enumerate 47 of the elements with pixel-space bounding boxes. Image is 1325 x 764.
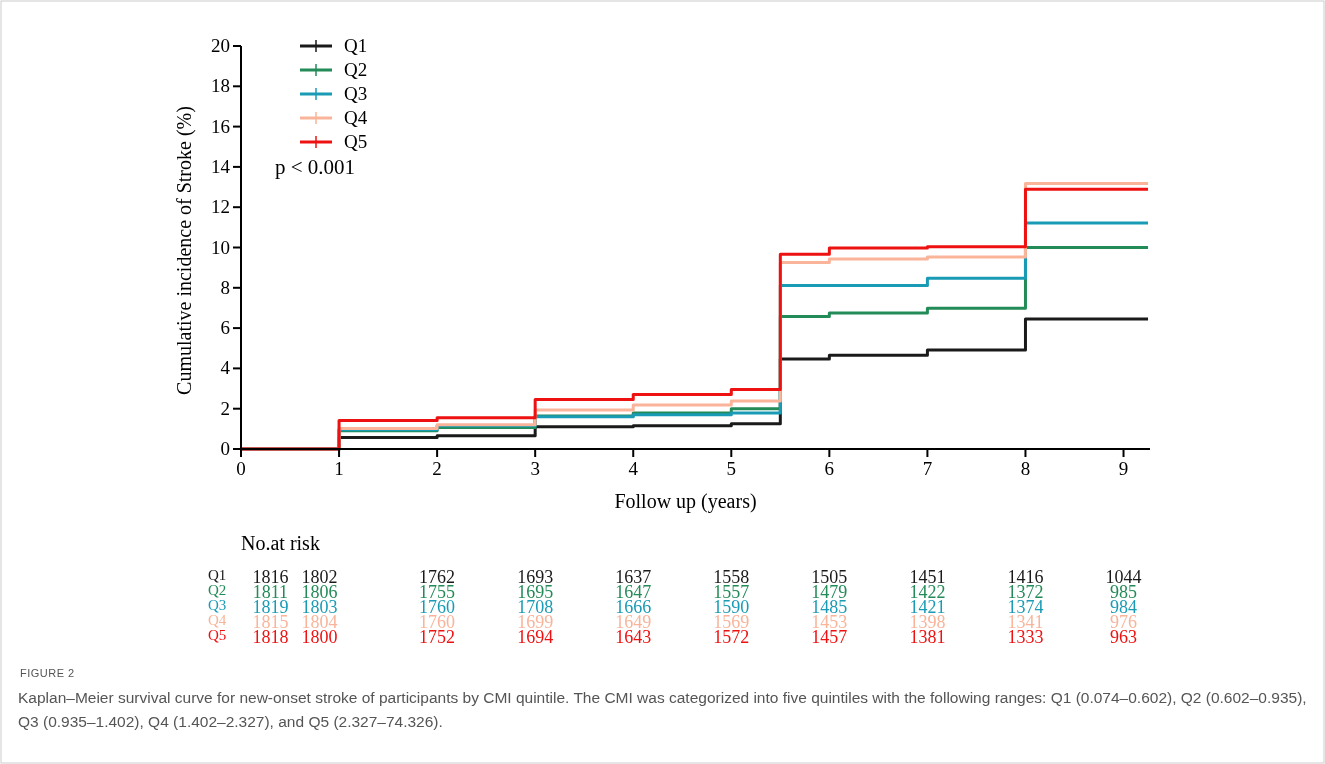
x-tick-label: 1 (334, 458, 344, 479)
text: No.at risk (241, 532, 320, 554)
annotation: p < 0.001 (275, 155, 356, 179)
legend-label: Q2 (344, 59, 368, 80)
text: Kaplan–Meier survival curve for new-onset stroke of participants by CMI quintile. The CMI was categorized into five quintiles with the following ranges: Q1 (0.074–0.602), Q2 (0.602–0.935), Q3 (0.935–1.402), Q4 (1.402–2.327), and Q5 (2.327–74.326). (18, 688, 1308, 732)
text: Q5 (208, 627, 227, 643)
y-tick-label: 20 (211, 35, 230, 56)
y-tick-label: 6 (220, 317, 230, 339)
legend-label: Q5 (344, 131, 368, 152)
text: 1752 (419, 627, 456, 647)
text: 1333 (1007, 627, 1044, 647)
x-tick-label: 5 (726, 458, 737, 479)
text: Q4 (208, 612, 227, 628)
text: 1572 (713, 627, 750, 647)
x-tick-label: 4 (628, 458, 639, 479)
caption: FIGURE 2 (20, 667, 75, 679)
text: 1800 (301, 627, 338, 647)
y-tick-label: 10 (211, 236, 230, 258)
y-tick-label: 2 (220, 397, 230, 419)
legend-label: Q4 (344, 107, 368, 128)
text: Q3 (208, 597, 227, 613)
x-tick-label: 3 (530, 458, 540, 479)
legend-label: Q1 (344, 35, 368, 56)
text: 1643 (615, 627, 652, 647)
x-tick-label: 6 (824, 458, 835, 479)
x-tick-label: 7 (922, 458, 933, 479)
text: 1694 (517, 627, 554, 647)
y-tick-label: 8 (220, 276, 230, 298)
text: 1457 (811, 627, 848, 647)
text: 963 (1110, 627, 1138, 647)
text: 1818 (252, 627, 289, 647)
legend-label: Q3 (344, 83, 368, 104)
x-tick-label: 2 (432, 458, 442, 479)
text: Q2 (208, 582, 227, 598)
x-tick-label: 9 (1118, 458, 1129, 479)
y-tick-label: 14 (211, 155, 231, 177)
x-axis-title: Follow up (years) (614, 490, 757, 513)
x-tick-label: 8 (1020, 458, 1031, 479)
y-tick-label: 4 (220, 357, 231, 379)
y-tick-label: 18 (211, 75, 230, 97)
text: Q1 (208, 567, 227, 583)
text: 1381 (909, 627, 946, 647)
y-tick-label: 12 (211, 196, 230, 218)
y-axis-title: Cumulative incidence of Stroke (%) (173, 106, 196, 395)
y-tick-label: 16 (211, 115, 230, 137)
y-tick-label: 0 (220, 438, 230, 459)
x-tick-label: 0 (236, 458, 246, 479)
